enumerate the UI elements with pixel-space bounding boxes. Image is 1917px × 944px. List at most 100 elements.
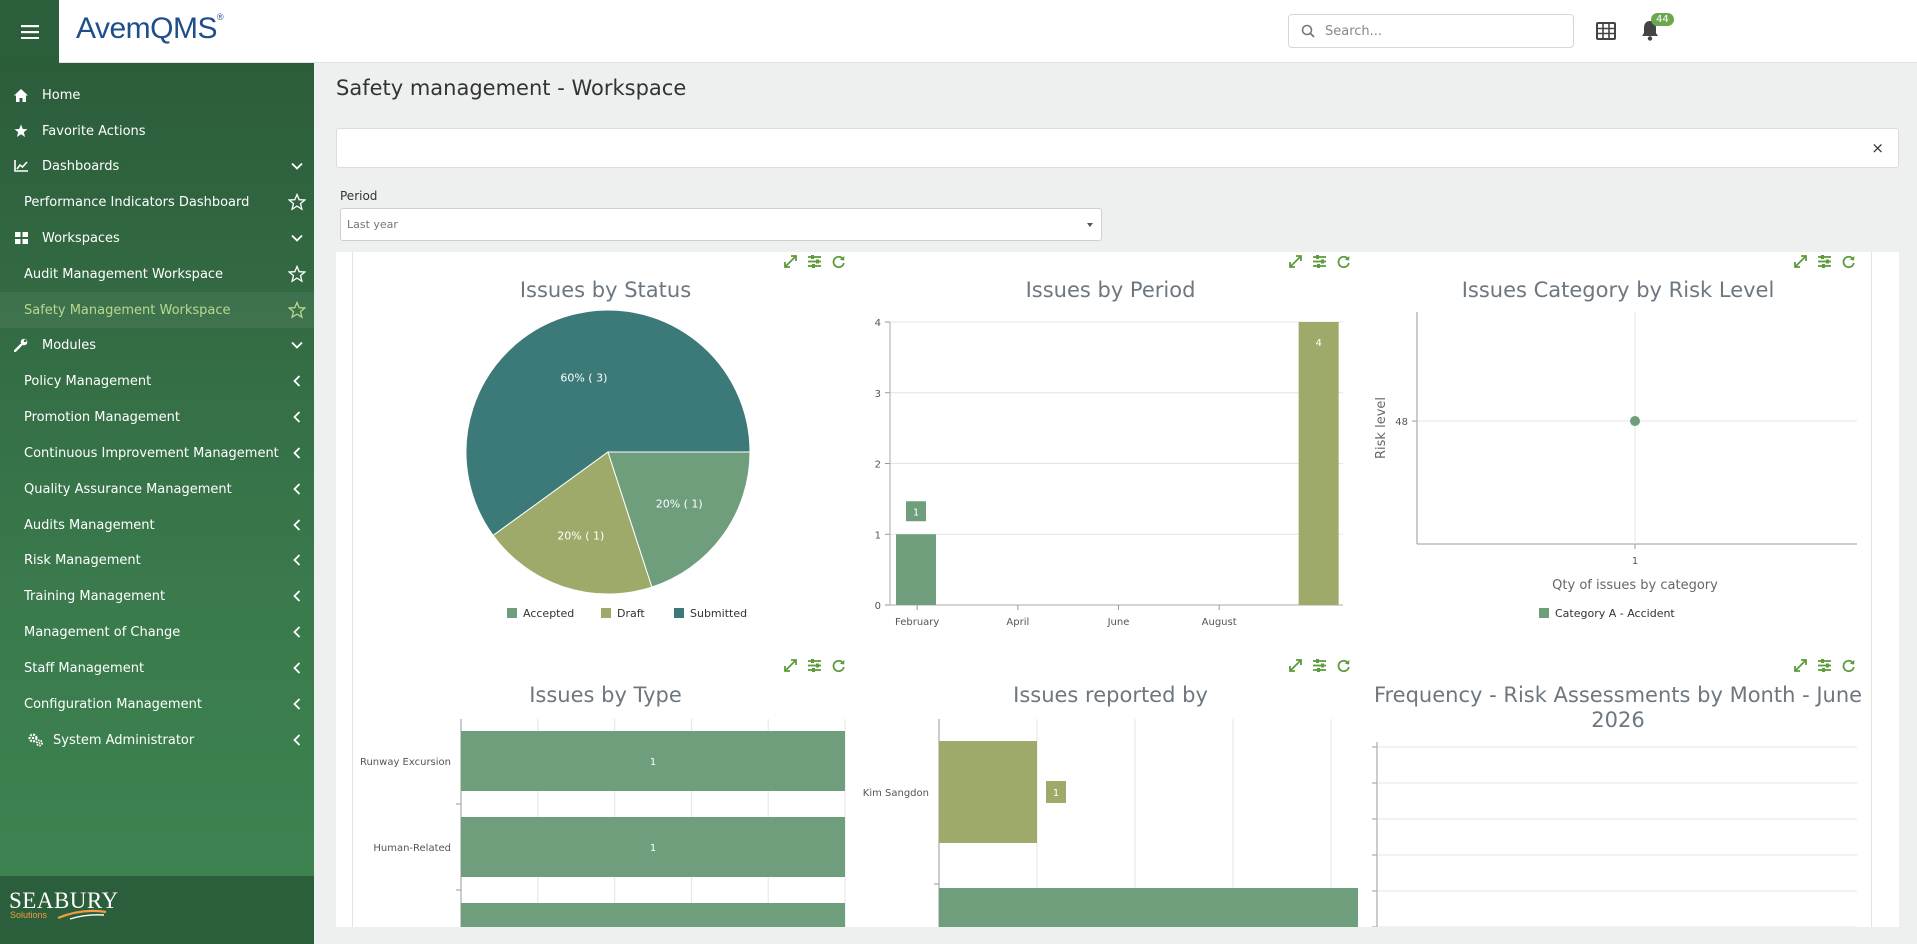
sidebar-item-quality-assurance-management[interactable]: Quality Assurance Management <box>0 471 314 507</box>
sidebar-item-audits-management[interactable]: Audits Management <box>0 507 314 543</box>
star-icon <box>13 123 29 139</box>
close-filter-button[interactable]: × <box>1871 139 1884 157</box>
sidebar-item-label: Modules <box>42 337 97 353</box>
bar-runway-excursion <box>461 731 845 791</box>
search-input[interactable] <box>1325 23 1555 39</box>
sidebar-item-training-management[interactable]: Training Management <box>0 578 314 614</box>
sidebar-item-modules[interactable]: Modules <box>0 327 314 363</box>
period-bar-chart: 0 1 2 3 4 February April June August 1 4 <box>875 318 1343 627</box>
sidebar-item-label: Promotion Management <box>24 409 180 425</box>
sidebar-item-workspaces[interactable]: Workspaces <box>0 220 314 256</box>
search-icon <box>1301 24 1315 38</box>
widget-issues-by-type: Issues by Type 1 Runway Excursion 1 Human-R… <box>353 652 858 927</box>
filter-sliders-icon[interactable] <box>1312 254 1327 269</box>
type-bar-chart: 1 Runway Excursion 1 Human-Related <box>360 719 846 927</box>
refresh-icon[interactable] <box>1336 658 1351 673</box>
expand-icon[interactable] <box>1288 254 1303 269</box>
widget-issues-by-period: Issues by Period 0 1 2 3 4 February April June A… <box>858 252 1363 627</box>
app-logo[interactable]: AvemQMS® <box>76 12 224 46</box>
filter-bar: × <box>336 128 1899 168</box>
refresh-icon[interactable] <box>831 254 846 269</box>
expand-icon[interactable] <box>1793 254 1808 269</box>
sidebar-item-dashboards[interactable]: Dashboards <box>0 148 314 184</box>
sidebar-item-favorite-actions[interactable]: Favorite Actions <box>0 113 314 149</box>
x-tick-label: February <box>895 617 939 627</box>
page-title: Safety management - Workspace <box>336 76 687 100</box>
table-grid-icon <box>1596 22 1616 40</box>
legend-label: Category A - Accident <box>1555 607 1675 620</box>
sidebar-item-audit-management-workspace[interactable]: Audit Management Workspace <box>0 256 314 292</box>
menu-toggle-button[interactable] <box>0 0 59 63</box>
cogs-icon <box>28 732 44 748</box>
dropdown-caret-icon <box>1087 223 1093 227</box>
bar-human-related <box>461 817 845 877</box>
expand-icon[interactable] <box>783 658 798 673</box>
sidebar-item-promotion-management[interactable]: Promotion Management <box>0 399 314 435</box>
search-box <box>1288 14 1574 48</box>
filter-sliders-icon[interactable] <box>807 658 822 673</box>
expand-icon[interactable] <box>1793 658 1808 673</box>
pie-slice-draft <box>492 451 653 595</box>
widget-title: Issues reported by <box>1013 683 1208 707</box>
top-bar: AvemQMS® 44 <box>0 0 1917 63</box>
widget-title: Issues by Period <box>1025 278 1196 302</box>
sidebar-item-system-administrator[interactable]: System Administrator <box>0 722 314 758</box>
pie-slice-label: 20% ( 1) <box>557 530 604 543</box>
refresh-icon[interactable] <box>1336 254 1351 269</box>
bar-september <box>1298 322 1339 605</box>
chevron-left-icon <box>293 590 301 602</box>
sidebar-item-label: Continuous Improvement Management <box>24 445 279 461</box>
refresh-icon[interactable] <box>1841 658 1856 673</box>
widget-title: Issues by Type <box>529 683 682 707</box>
sidebar-item-home[interactable]: Home <box>0 77 314 113</box>
notification-count-badge: 44 <box>1651 13 1674 26</box>
sidebar-item-policy-management[interactable]: Policy Management <box>0 363 314 399</box>
reported-by-bar-chart: 1 Kim Sangdon <box>863 719 1358 927</box>
chevron-down-icon <box>291 234 303 242</box>
favorite-star-icon[interactable] <box>288 265 306 283</box>
chevron-left-icon <box>293 554 301 566</box>
y-tick-label: Human-Related <box>373 843 451 854</box>
apps-grid-button[interactable] <box>1596 21 1616 41</box>
chevron-left-icon <box>293 411 301 423</box>
filter-sliders-icon[interactable] <box>807 254 822 269</box>
favorite-star-icon[interactable] <box>288 301 306 319</box>
sidebar-item-label: Performance Indicators Dashboard <box>24 194 250 210</box>
x-tick-label: April <box>1006 617 1029 627</box>
chevron-left-icon <box>293 447 301 459</box>
pie-chart: 60% ( 3) 20% ( 1) 20% ( 1) Accepted Draft Su… <box>465 309 751 620</box>
scatter-point <box>1630 416 1640 427</box>
expand-icon[interactable] <box>1288 658 1303 673</box>
chevron-left-icon <box>293 626 301 638</box>
filter-sliders-icon[interactable] <box>1817 254 1832 269</box>
sidebar-item-staff-management[interactable]: Staff Management <box>0 650 314 686</box>
period-label: Period <box>340 189 378 203</box>
widget-toolbar <box>783 254 846 269</box>
pie-slice-accepted <box>607 451 751 588</box>
sidebar-item-continuous-improvement-management[interactable]: Continuous Improvement Management <box>0 435 314 471</box>
sidebar-item-safety-management-workspace[interactable]: Safety Management Workspace <box>0 292 314 328</box>
app-logo-text: AvemQMS <box>76 12 217 45</box>
filter-sliders-icon[interactable] <box>1312 658 1327 673</box>
legend-label-submitted: Submitted <box>690 607 747 620</box>
sidebar-item-risk-management[interactable]: Risk Management <box>0 542 314 578</box>
filter-sliders-icon[interactable] <box>1817 658 1832 673</box>
wrench-icon <box>13 337 29 353</box>
period-select[interactable]: Last year <box>340 208 1102 241</box>
bar-february <box>896 534 936 605</box>
expand-icon[interactable] <box>783 254 798 269</box>
widget-toolbar <box>783 658 846 673</box>
chevron-left-icon <box>293 734 301 746</box>
sidebar-item-management-of-change[interactable]: Management of Change <box>0 614 314 650</box>
widget-issues-category-by-risk-level: Issues Category by Risk Level 48 1 Qty of … <box>1363 252 1873 627</box>
sidebar-item-label: Configuration Management <box>24 696 202 712</box>
sidebar-item-performance-indicators-dashboard[interactable]: Performance Indicators Dashboard <box>0 184 314 220</box>
sidebar-footer <box>0 876 314 944</box>
refresh-icon[interactable] <box>1841 254 1856 269</box>
refresh-icon[interactable] <box>831 658 846 673</box>
sidebar-item-label: Home <box>42 87 81 103</box>
favorite-star-icon[interactable] <box>288 193 306 211</box>
sidebar-item-label: Risk Management <box>24 552 141 568</box>
app-logo-mark: ® <box>216 12 224 22</box>
sidebar-item-configuration-management[interactable]: Configuration Management <box>0 686 314 722</box>
